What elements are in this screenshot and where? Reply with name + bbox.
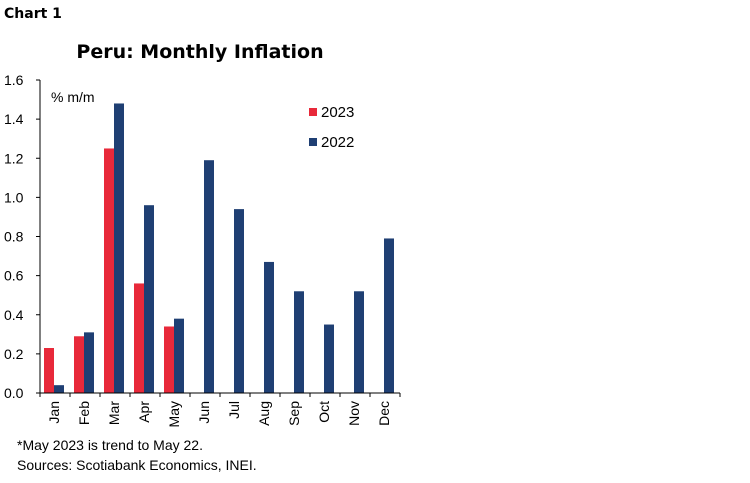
x-tick-label: Oct	[316, 401, 332, 423]
x-tick-label: Jun	[196, 401, 212, 424]
x-tick-label: Sep	[286, 401, 302, 426]
bar-2022-jul	[234, 209, 244, 393]
x-tick-label: Mar	[106, 401, 122, 425]
x-tick-label: Aug	[256, 401, 272, 426]
y-tick-label: 0.4	[4, 307, 24, 323]
legend-label-2022: 2022	[321, 134, 354, 151]
legend-swatch-2023	[309, 108, 317, 116]
x-tick-label: Feb	[76, 401, 92, 425]
bar-2022-feb	[84, 332, 94, 393]
y-tick-label: 1.2	[4, 150, 24, 166]
footnote-sources: Sources: Scotiabank Economics, INEI.	[17, 457, 257, 473]
x-tick-label: Jul	[226, 401, 242, 419]
y-tick-label: 1.6	[4, 72, 24, 88]
y-tick-label: 0.0	[4, 385, 24, 401]
x-tick-label: Jan	[46, 401, 62, 424]
bar-2023-may	[164, 326, 174, 393]
bar-2023-jan	[44, 348, 54, 393]
bar-2022-jan	[54, 385, 64, 393]
bars-group	[44, 103, 394, 393]
y-tick-label: 1.4	[4, 111, 24, 127]
x-axis-ticks: Jan Feb Mar Apr May Jun Jul Aug Sep Oct Nov Dec	[39, 393, 401, 427]
legend-swatch-2022	[309, 138, 317, 146]
x-tick-label: Nov	[346, 401, 362, 426]
y-tick-label: 0.2	[4, 346, 24, 362]
legend-label-2023: 2023	[321, 104, 354, 121]
bar-2022-sep	[294, 291, 304, 393]
bar-2022-apr	[144, 205, 154, 393]
x-tick-label: May	[166, 401, 182, 427]
legend: 2023 2022	[309, 104, 354, 151]
bar-2023-apr	[134, 283, 144, 393]
x-tick-label: Apr	[136, 401, 152, 423]
chart-number-label: Chart 1	[4, 6, 62, 22]
bar-2022-mar	[114, 103, 124, 393]
bar-2023-feb	[74, 336, 84, 393]
bar-2023-mar	[104, 148, 114, 393]
y-tick-label: 1.0	[4, 189, 24, 205]
x-tick-label: Dec	[376, 401, 392, 426]
bar-2022-dec	[384, 238, 394, 393]
y-axis-label: % m/m	[51, 89, 95, 105]
bar-2022-jun	[204, 160, 214, 393]
y-tick-label: 0.8	[4, 229, 24, 245]
chart-title: Peru: Monthly Inflation	[76, 41, 324, 63]
footnote-note: *May 2023 is trend to May 22.	[17, 437, 203, 453]
y-axis-ticks: 0.0 0.2 0.4 0.6 0.8 1.0 1.2 1.4 1.6	[4, 72, 40, 401]
bar-2022-may	[174, 318, 184, 393]
bar-2022-aug	[264, 261, 274, 393]
y-tick-label: 0.6	[4, 268, 24, 284]
bar-2022-nov	[354, 291, 364, 393]
bar-2022-oct	[324, 324, 334, 393]
